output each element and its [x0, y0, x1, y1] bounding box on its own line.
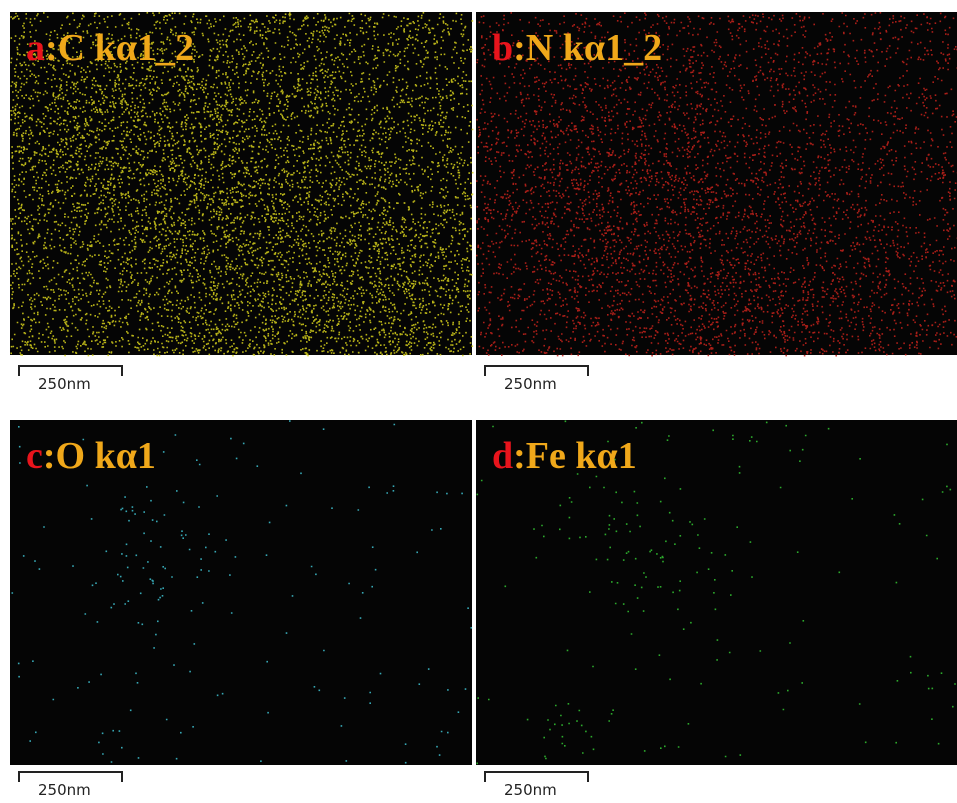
scale-bar-label: 250nm [38, 781, 91, 799]
element-label: :O kα1 [43, 435, 156, 477]
panel-label: b:N kα1_2 [492, 27, 662, 69]
map-panel: a:C kα1_2 250nm [10, 12, 474, 393]
panel-label: d:Fe kα1 [492, 435, 637, 477]
panel-letter: d [492, 435, 513, 477]
figure: a:C kα1_2 250nm b:N kα1_2 250nm c:O kα1 250nm… [0, 0, 957, 803]
map-panel: b:N kα1_2 250nm [476, 12, 957, 393]
map-panel: d:Fe kα1 250nm [476, 420, 957, 799]
page: a:C kα1_2 250nm b:N kα1_2 250nm c:O kα1 250nm… [0, 0, 957, 803]
element-label: :Fe kα1 [513, 435, 637, 477]
scale-bar-label: 250nm [504, 375, 557, 393]
map-panel: c:O kα1 250nm [10, 420, 472, 799]
panel-letter: b [492, 27, 513, 69]
scale-bar-label: 250nm [38, 375, 91, 393]
panel-label: c:O kα1 [26, 435, 156, 477]
scale-bar-label: 250nm [504, 781, 557, 799]
panel-label: a:C kα1_2 [26, 27, 194, 69]
element-label: :C kα1_2 [45, 27, 194, 69]
element-label: :N kα1_2 [513, 27, 662, 69]
panel-letter: a [26, 27, 45, 69]
panel-letter: c [26, 435, 43, 477]
